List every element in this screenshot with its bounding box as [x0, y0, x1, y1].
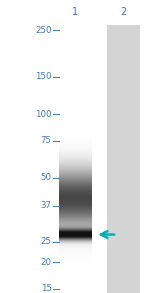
Text: 75: 75: [41, 136, 52, 145]
Text: 37: 37: [41, 201, 52, 210]
Text: 50: 50: [41, 173, 52, 183]
Text: 15: 15: [41, 284, 52, 293]
Bar: [58, 25, 92, 293]
Bar: [106, 25, 140, 293]
Text: 250: 250: [35, 25, 52, 35]
Text: 25: 25: [41, 237, 52, 246]
Text: 100: 100: [35, 110, 52, 119]
Text: 1: 1: [72, 7, 78, 17]
Text: 150: 150: [35, 72, 52, 81]
Text: 20: 20: [41, 258, 52, 267]
Text: 2: 2: [120, 7, 126, 17]
